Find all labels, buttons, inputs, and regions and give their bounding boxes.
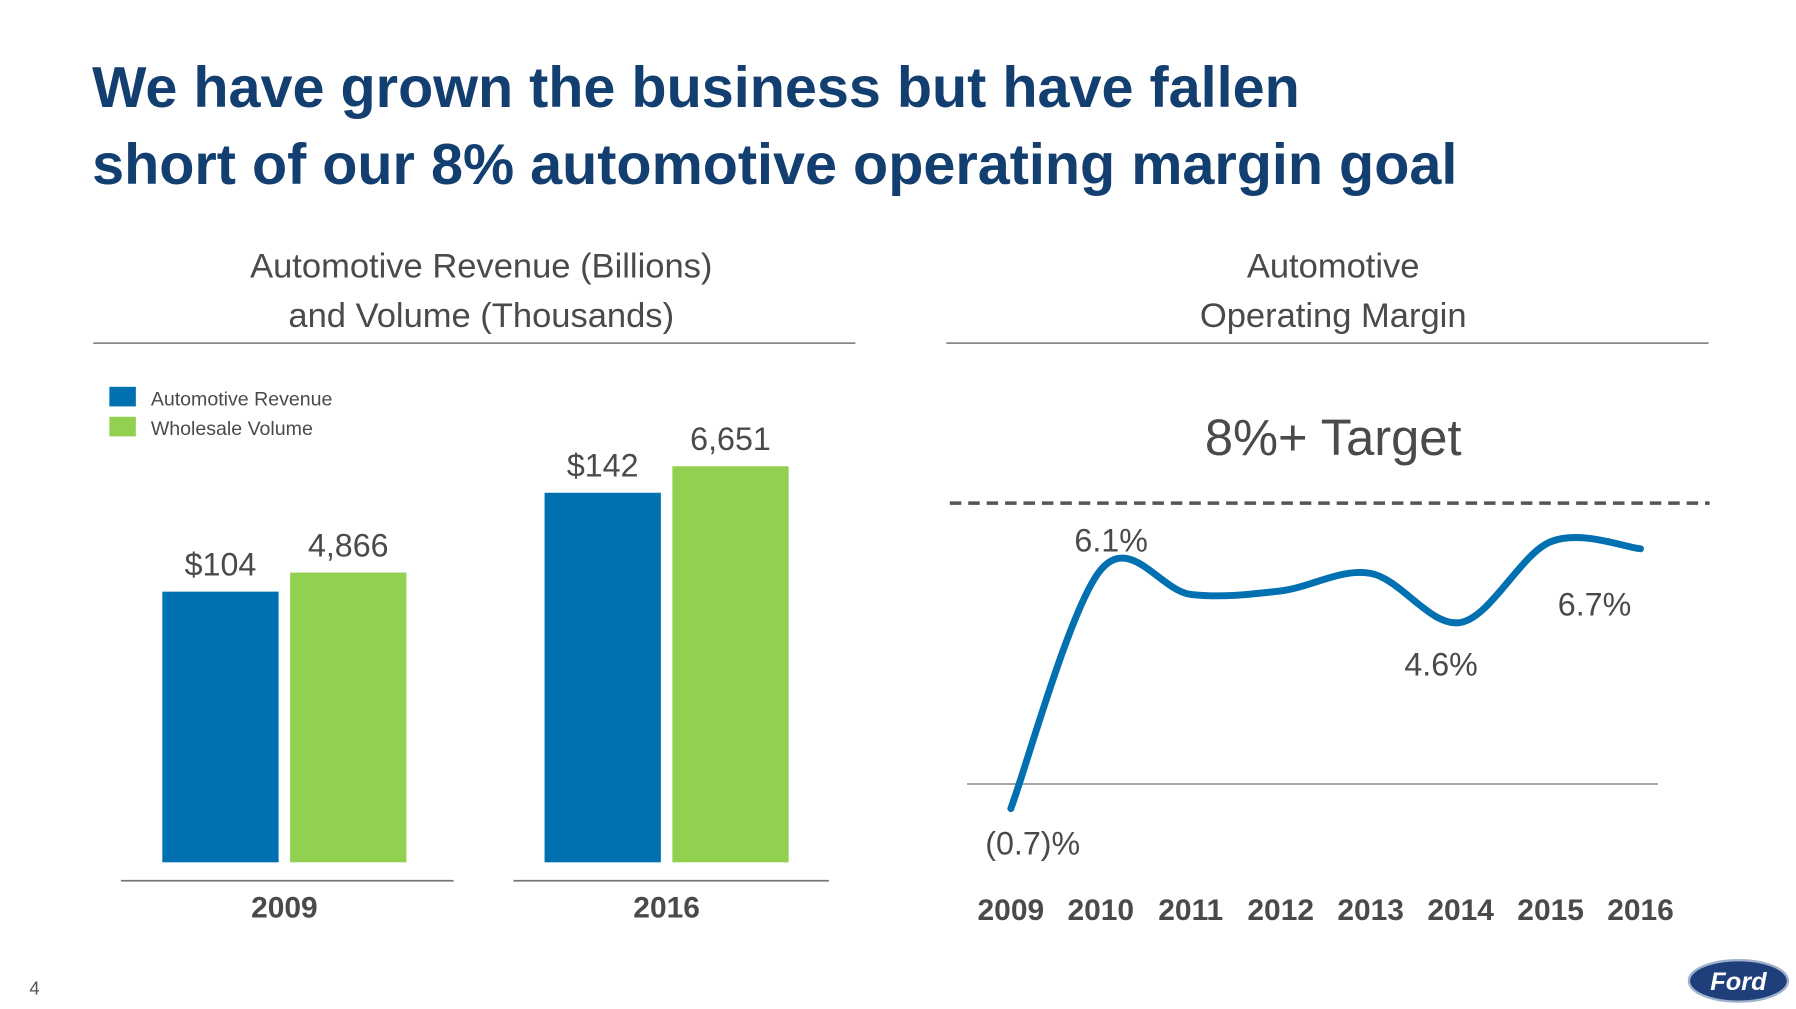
- legend-swatch: [109, 386, 136, 407]
- x-tick-label: 2012: [1247, 894, 1314, 927]
- slide-title: We have grown the business but have fall…: [92, 56, 1300, 120]
- chart-title: Operating Margin: [1200, 297, 1467, 335]
- chart-title: Automotive: [1247, 247, 1420, 285]
- value-label: 6.7%: [1558, 587, 1631, 623]
- bar: [290, 572, 407, 863]
- x-tick-label: 2009: [251, 892, 318, 925]
- value-label: 6,651: [690, 421, 771, 457]
- x-tick-label: 2015: [1517, 894, 1584, 927]
- bar: [162, 591, 279, 863]
- x-tick-label: 2016: [633, 892, 700, 925]
- legend-label: Wholesale Volume: [151, 418, 313, 440]
- x-tick-label: 2016: [1607, 894, 1674, 927]
- value-label: $104: [185, 547, 257, 583]
- x-tick-label: 2014: [1427, 894, 1494, 927]
- legend-swatch: [109, 416, 136, 437]
- chart-title: and Volume (Thousands): [288, 297, 674, 335]
- slide-title: short of our 8% automotive operating mar…: [92, 133, 1457, 197]
- x-tick-label: 2013: [1337, 894, 1404, 927]
- logo-oval: [1687, 959, 1790, 1003]
- target-label: 8%+ Target: [1205, 409, 1462, 466]
- chart-title: Automotive Revenue (Billions): [250, 247, 712, 285]
- x-tick-label: 2009: [978, 894, 1045, 927]
- logo-text: Ford: [1710, 968, 1767, 996]
- page-number: 4: [29, 978, 39, 999]
- value-label: (0.7)%: [985, 826, 1080, 862]
- legend-label: Automotive Revenue: [151, 388, 333, 410]
- value-label: 4,866: [308, 527, 389, 563]
- x-tick-label: 2011: [1158, 894, 1223, 927]
- bar: [672, 466, 789, 863]
- logo: Ford: [1687, 959, 1790, 1003]
- line: [1007, 534, 1645, 813]
- value-label: $142: [567, 448, 639, 484]
- value-label: 6.1%: [1074, 522, 1147, 558]
- bar: [544, 492, 661, 863]
- value-label: 4.6%: [1404, 646, 1477, 682]
- x-tick-label: 2010: [1067, 894, 1134, 927]
